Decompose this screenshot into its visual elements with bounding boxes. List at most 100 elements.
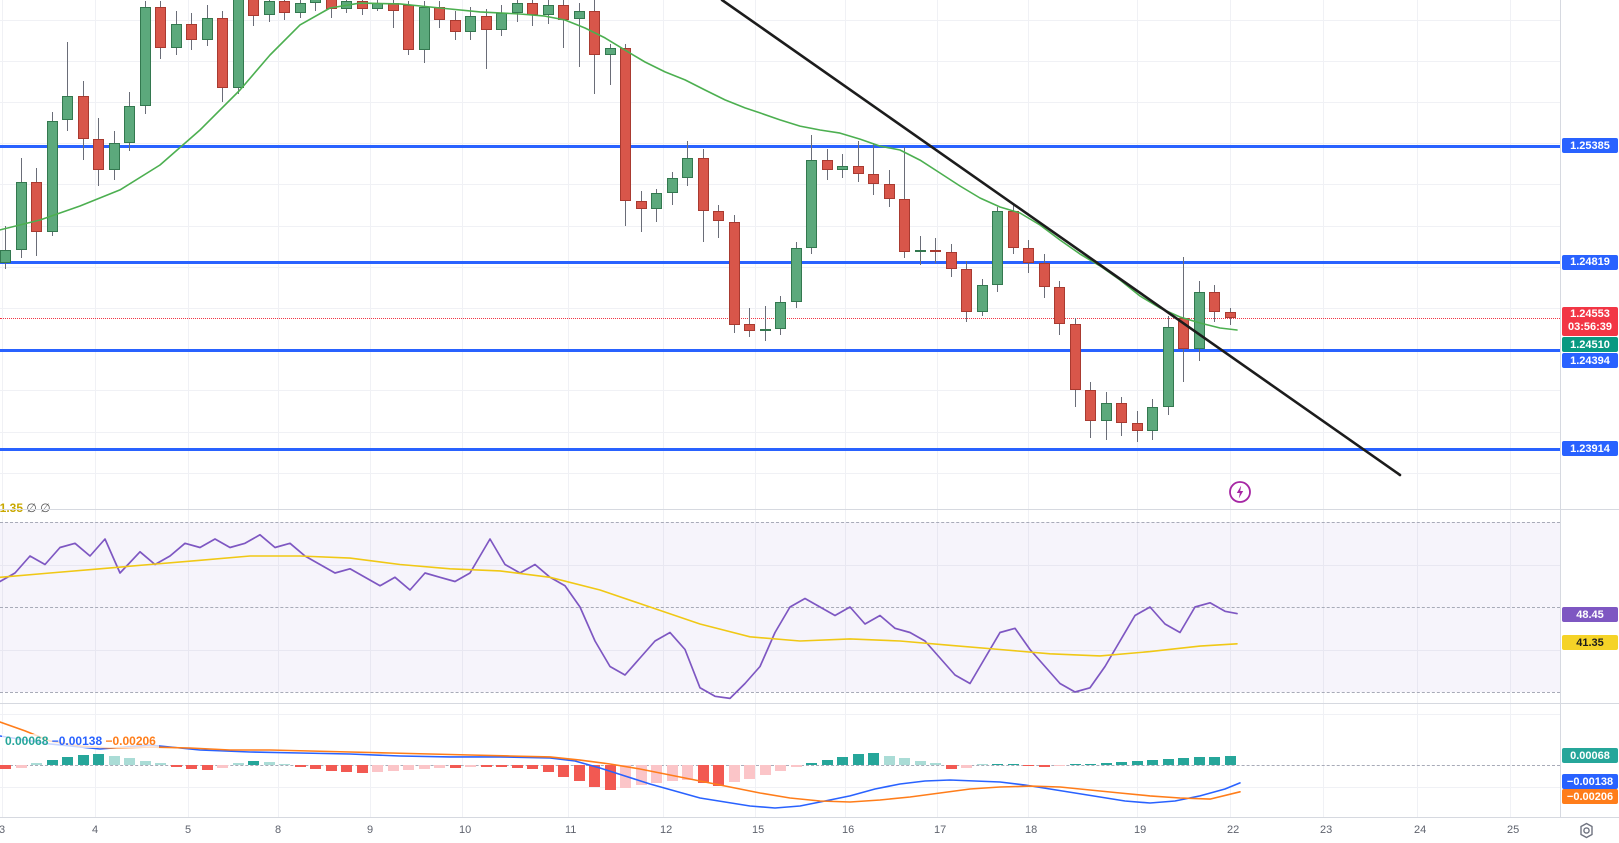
candle-down[interactable] [1023,248,1034,263]
candle-up[interactable] [62,95,73,121]
candle-down[interactable] [217,17,228,88]
candle-up[interactable] [604,48,616,55]
macd-legend[interactable]: 0.00068 −0.00138 −0.00206 [2,734,159,748]
candle-down[interactable] [899,198,910,253]
candle-up[interactable] [310,0,321,4]
candle-down[interactable] [1131,423,1143,432]
candle-up[interactable] [992,211,1003,286]
candle-up[interactable] [232,0,244,88]
candle-down[interactable] [852,165,864,174]
candle-up[interactable] [139,7,151,107]
candle-up[interactable] [263,1,275,16]
candle-up[interactable] [372,3,383,10]
candle-up[interactable] [170,23,182,49]
current-price-chip: 1.24553 03:56:39 [1562,306,1618,336]
candle-down[interactable] [821,159,833,170]
candle-up[interactable] [666,178,678,193]
candle-up[interactable] [651,192,662,210]
candle-up[interactable] [418,7,430,51]
candle-down[interactable] [387,3,399,12]
support-resistance-line[interactable] [0,447,1560,451]
candle-up[interactable] [46,120,58,232]
candle-up[interactable] [1147,406,1158,432]
candle-down[interactable] [1209,291,1220,313]
candle-down[interactable] [1069,324,1081,391]
candle-down[interactable] [744,324,755,331]
macd-histogram-bar [1131,761,1143,765]
candle-down[interactable] [620,48,631,201]
candle-up[interactable] [759,328,771,331]
panel-separator-rsi-macd[interactable] [0,703,1619,704]
candle-down[interactable] [883,184,895,199]
candle-down[interactable] [1116,402,1127,424]
candle-up[interactable] [1193,291,1205,350]
candle-up[interactable] [1162,326,1174,407]
candle-down[interactable] [325,0,337,10]
macd-histogram-bar [635,765,647,785]
candle-up[interactable] [0,250,11,263]
candle-up[interactable] [1100,402,1112,422]
candle-down[interactable] [527,3,538,16]
candle-up[interactable] [465,15,476,32]
candle-up[interactable] [124,106,135,144]
time-axis[interactable]: 3 4 5 8 9 10 11 12 15 16 17 18 19 22 23 24 25 [0,817,1619,843]
candle-down[interactable] [961,268,972,313]
rsi-legend[interactable]: 41.35 ∅ ∅ [0,501,54,515]
candle-wick [857,141,859,183]
candle-up[interactable] [496,13,507,30]
candle-down[interactable] [356,1,368,10]
candle-down[interactable] [1038,262,1050,288]
candle-up[interactable] [511,3,523,14]
candle-up[interactable] [542,5,554,16]
candle-up[interactable] [15,182,27,251]
candle-up[interactable] [682,157,693,179]
candle-down[interactable] [31,182,42,232]
candle-down[interactable] [930,250,941,253]
panel-separator-main-rsi[interactable] [0,509,1619,510]
candle-down[interactable] [1007,211,1019,249]
candle-up[interactable] [790,248,802,302]
candle-down[interactable] [697,157,709,212]
candle-down[interactable] [728,221,740,325]
candle-down[interactable] [93,139,104,170]
support-resistance-line[interactable] [0,348,1560,352]
candle-down[interactable] [1178,318,1189,350]
price-axis[interactable]: 1.260001.258001.256001.252001.250001.246… [1560,0,1619,817]
macd-histogram-bar [62,756,73,765]
candle-down[interactable] [449,19,461,32]
candle-down[interactable] [589,11,600,55]
candle-down[interactable] [279,1,290,14]
time-axis-label: 5 [185,824,192,836]
candle-down[interactable] [713,211,724,222]
gear-icon[interactable] [1578,822,1595,839]
candle-down[interactable] [1054,287,1065,325]
lightning-event-icon[interactable] [1228,480,1252,504]
candle-up[interactable] [201,17,213,41]
candle-down[interactable] [868,174,879,185]
candle-up[interactable] [108,143,120,170]
candle-up[interactable] [914,250,926,253]
candle-down[interactable] [635,200,647,209]
candle-up[interactable] [775,301,786,329]
candle-down[interactable] [434,7,445,20]
support-resistance-line[interactable] [0,261,1560,265]
candle-up[interactable] [341,1,352,10]
candle-up[interactable] [806,159,817,249]
candle-up[interactable] [294,3,306,14]
candle-down[interactable] [155,7,166,49]
candle-down[interactable] [77,95,89,140]
candle-down[interactable] [945,252,957,269]
candle-down[interactable] [558,5,569,20]
candle-down[interactable] [480,15,492,30]
candle-down[interactable] [1224,312,1236,318]
candle-up[interactable] [573,11,585,20]
candle-up[interactable] [837,165,848,170]
candle-down[interactable] [186,23,197,41]
candle-down[interactable] [1085,390,1096,422]
candle-down[interactable] [403,5,414,51]
candle-down[interactable] [248,0,259,16]
candle-up[interactable] [976,285,988,313]
support-resistance-line[interactable] [0,144,1560,148]
time-axis-label: 22 [1227,824,1240,836]
